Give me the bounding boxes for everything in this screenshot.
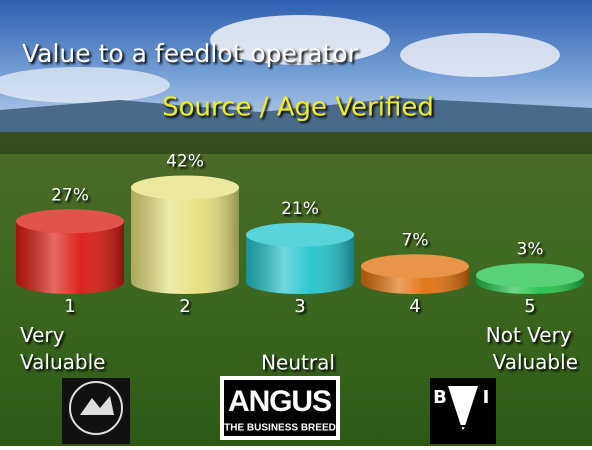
title: Value to a feedlot operator xyxy=(22,39,359,68)
logo-text: B xyxy=(433,387,447,408)
bar-top-highlight xyxy=(476,263,584,288)
annotation: Not Very Valuable xyxy=(486,323,578,374)
bar-shading xyxy=(246,234,354,294)
bar-shading xyxy=(16,221,124,294)
value-label: 21% xyxy=(281,199,319,219)
cloud xyxy=(210,15,390,65)
bar-shading xyxy=(131,187,239,294)
bar-top xyxy=(131,175,239,200)
value-label: 42% xyxy=(166,152,204,172)
bar xyxy=(476,263,584,294)
value-label: 27% xyxy=(51,185,89,205)
annotation: Very Valuable xyxy=(20,323,105,374)
bar-top-highlight xyxy=(16,209,124,234)
logo-left xyxy=(62,378,130,444)
logo-angus: ANGUS THE BUSINESS BREED xyxy=(220,376,340,440)
bar-top-highlight xyxy=(361,254,469,279)
bar xyxy=(246,222,354,294)
logo-text: I xyxy=(483,387,490,408)
cloud xyxy=(0,67,170,103)
subtitle: Source / Age Verified xyxy=(162,93,434,123)
logo-text: F xyxy=(458,422,469,441)
x-tick-label: 2 xyxy=(179,296,190,317)
bar-top xyxy=(361,254,469,279)
bar-top-highlight xyxy=(131,175,239,200)
logo-text: ANGUS xyxy=(228,385,332,418)
logo-bif: B I F xyxy=(430,378,496,444)
value-label: 3% xyxy=(517,239,544,259)
x-tick-label: 4 xyxy=(409,296,420,317)
mountains xyxy=(0,98,592,140)
x-tick-label: 3 xyxy=(294,296,305,317)
bar-top-highlight xyxy=(246,222,354,247)
bar xyxy=(131,175,239,294)
x-tick-label: 5 xyxy=(524,296,535,317)
x-tick-label: 1 xyxy=(64,296,75,317)
bar-top xyxy=(476,263,584,288)
cloud xyxy=(400,33,560,77)
bar xyxy=(361,254,469,294)
logo-text: THE BUSINESS BREED xyxy=(224,423,336,434)
annotation: Neutral xyxy=(261,351,335,375)
tree-line xyxy=(0,132,592,154)
value-label: 7% xyxy=(402,230,429,250)
bar-top xyxy=(246,222,354,247)
bar xyxy=(16,209,124,294)
bar-top xyxy=(16,209,124,234)
